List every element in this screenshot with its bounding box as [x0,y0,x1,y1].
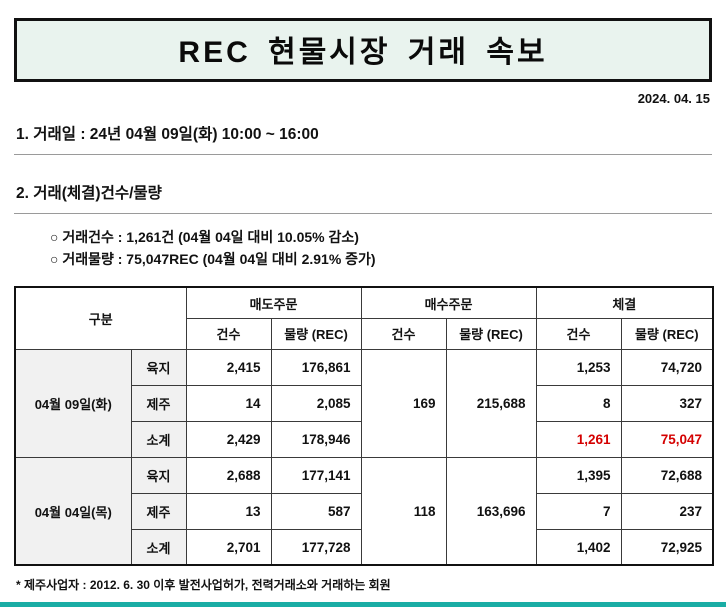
cell-settle-count: 1,395 [535,456,622,494]
subheader-sell-count: 건수 [185,317,272,350]
subheader-sell-volume: 물량 (REC) [270,317,362,350]
cell-buy-volume-merged: 163,696 [445,456,537,566]
col-header-buy-orders: 매수주문 [360,286,537,319]
row-group-date-0404: 04월 04일(목) [14,456,132,566]
cell-settle-count: 7 [535,492,622,530]
cell-settle-volume: 237 [620,492,714,530]
row-label: 육지 [130,456,187,494]
cell-sell-count: 13 [185,492,272,530]
cell-settle-count-highlight: 1,261 [535,420,622,458]
subheader-buy-count: 건수 [360,317,447,350]
page-title: REC 현물시장 거래 속보 [178,36,548,69]
col-header-sell-orders: 매도주문 [185,286,362,319]
cell-buy-volume-merged: 215,688 [445,348,537,458]
cell-settle-volume: 74,720 [620,348,714,386]
row-label: 육지 [130,348,187,386]
table-row: 소계 2,429 178,946 1,261 75,047 [15,420,714,458]
cell-settle-volume: 327 [620,384,714,422]
cell-sell-volume: 587 [270,492,362,530]
row-label: 소계 [130,420,187,458]
subheader-settle-count: 건수 [535,317,622,350]
subheader-settle-volume: 물량 (REC) [620,317,714,350]
cell-sell-count: 2,429 [185,420,272,458]
footnote-jeju-definition: * 제주사업자 : 2012. 6. 30 이후 발전사업허가, 전력거래소와 … [16,578,391,593]
row-group-date-0409: 04월 09일(화) [14,348,132,458]
report-date: 2024. 04. 15 [637,91,710,106]
col-header-settled: 체결 [535,286,714,319]
cell-settle-volume: 72,688 [620,456,714,494]
report-title-box: REC 현물시장 거래 속보 [14,18,712,82]
table-row: 제주 13 587 7 237 [15,492,714,530]
col-header-category: 구분 [14,286,187,350]
cell-sell-count: 2,701 [185,528,272,566]
cell-sell-count: 2,415 [185,348,272,386]
bullet-trade-volume: ○ 거래물량 : 75,047REC (04월 04일 대비 2.91% 증가) [50,250,376,267]
table-row: 04월 04일(목) 육지 2,688 177,141 118 163,696 … [14,456,714,566]
section-trade-stats-heading: 2. 거래(체결)건수/물량 [14,181,712,214]
cell-sell-volume: 176,861 [270,348,362,386]
table-row: 제주 14 2,085 8 327 [15,384,714,422]
row-label: 제주 [130,492,187,530]
cell-sell-volume: 177,141 [270,456,362,494]
section-trade-date-heading: 1. 거래일 : 24년 04월 09일(화) 10:00 ~ 16:00 [14,122,712,155]
row-label: 제주 [130,384,187,422]
cell-settle-volume: 72,925 [620,528,714,566]
cell-settle-count: 8 [535,384,622,422]
subheader-buy-volume: 물량 (REC) [445,317,537,350]
cell-settle-count: 1,402 [535,528,622,566]
rec-report-page: REC 현물시장 거래 속보 2024. 04. 15 1. 거래일 : 24년… [14,18,715,593]
cell-buy-count-merged: 118 [360,456,447,566]
table-row: 소계 2,701 177,728 1,402 72,925 [15,528,714,566]
section-trade-date: 1. 거래일 : 24년 04월 09일(화) 10:00 ~ 16:00 [14,122,712,155]
cell-sell-volume: 2,085 [270,384,362,422]
cell-sell-count: 2,688 [185,456,272,494]
cell-buy-count-merged: 169 [360,348,447,458]
table-header-row-groups: 구분 매도주문 매수주문 체결 [14,286,714,350]
section-trade-stats: 2. 거래(체결)건수/물량 [14,181,712,214]
cell-settle-count: 1,253 [535,348,622,386]
cell-sell-volume: 177,728 [270,528,362,566]
row-label: 소계 [130,528,187,566]
table-row: 04월 09일(화) 육지 2,415 176,861 169 215,688 … [14,348,714,458]
cell-sell-volume: 178,946 [270,420,362,458]
cell-settle-volume-highlight: 75,047 [620,420,714,458]
bottom-accent-bar [0,602,726,607]
trade-summary-table: 구분 매도주문 매수주문 체결 건수 물량 (REC) 건수 물량 (REC) … [14,286,715,567]
cell-sell-count: 14 [185,384,272,422]
table-header-row-sub: 건수 물량 (REC) 건수 물량 (REC) 건수 물량 (REC) [15,317,714,350]
trade-stats-bullets: ○ 거래건수 : 1,261건 (04월 04일 대비 10.05% 감소) ○… [14,227,712,270]
bullet-trade-count: ○ 거래건수 : 1,261건 (04월 04일 대비 10.05% 감소) [50,229,359,245]
